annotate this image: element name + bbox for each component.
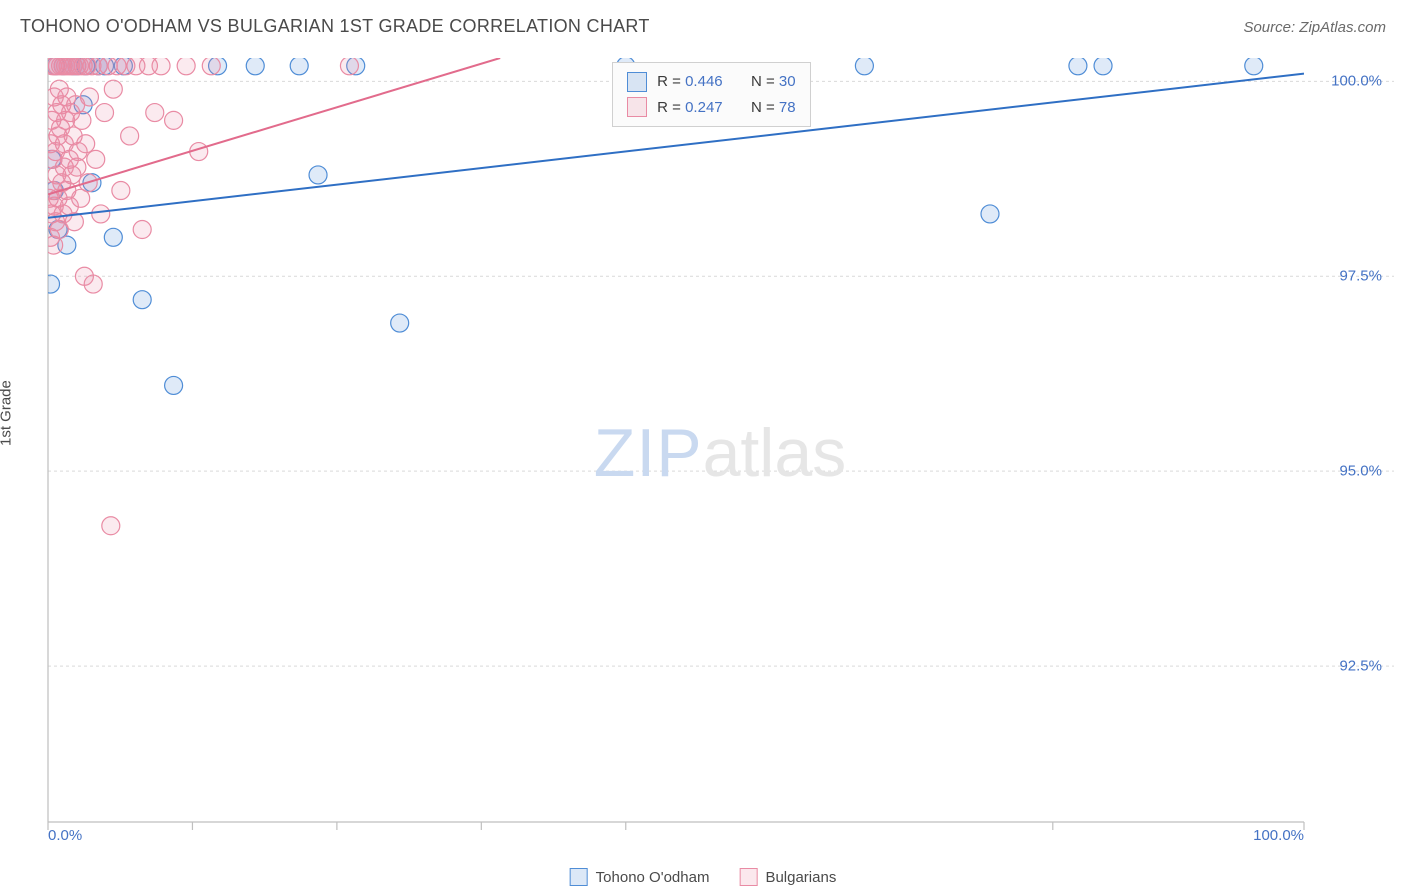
chart-area: ZIPatlas R = 0.446 N = 30 R = 0.247 N = … bbox=[46, 56, 1394, 850]
data-point-tohono bbox=[855, 57, 873, 75]
stats-r-label: R = 0.446 bbox=[657, 69, 722, 95]
legend-item: Bulgarians bbox=[739, 868, 836, 886]
stats-n-label: N = 30 bbox=[751, 69, 796, 95]
stats-r-label: R = 0.247 bbox=[657, 95, 722, 121]
y-tick-label: 95.0% bbox=[1339, 463, 1382, 480]
legend-item: Tohono O'odham bbox=[570, 868, 710, 886]
x-tick-label: 0.0% bbox=[48, 827, 82, 844]
footer-legend: Tohono O'odham Bulgarians bbox=[570, 868, 837, 886]
y-tick-label: 97.5% bbox=[1339, 268, 1382, 285]
data-point-tohono bbox=[46, 275, 60, 293]
scatter-plot bbox=[46, 56, 1394, 850]
data-point-tohono bbox=[309, 166, 327, 184]
y-tick-label: 100.0% bbox=[1331, 73, 1382, 90]
data-point-tohono bbox=[1245, 57, 1263, 75]
data-point-bulgarians bbox=[80, 88, 98, 106]
y-tick-label: 92.5% bbox=[1339, 658, 1382, 675]
data-point-bulgarians bbox=[121, 127, 139, 145]
data-point-tohono bbox=[165, 376, 183, 394]
swatch-icon bbox=[570, 868, 588, 886]
data-point-bulgarians bbox=[152, 57, 170, 75]
data-point-tohono bbox=[1094, 57, 1112, 75]
legend-label: Tohono O'odham bbox=[596, 869, 710, 886]
data-point-tohono bbox=[104, 228, 122, 246]
data-point-tohono bbox=[391, 314, 409, 332]
x-tick-label: 100.0% bbox=[1253, 827, 1304, 844]
data-point-tohono bbox=[1069, 57, 1087, 75]
chart-title: TOHONO O'ODHAM VS BULGARIAN 1ST GRADE CO… bbox=[20, 16, 650, 37]
stats-n-label: N = 78 bbox=[751, 95, 796, 121]
data-point-bulgarians bbox=[340, 57, 358, 75]
stats-row-bulgarians: R = 0.247 N = 78 bbox=[627, 95, 795, 121]
swatch-icon bbox=[627, 72, 647, 92]
stats-legend-box: R = 0.446 N = 30 R = 0.247 N = 78 bbox=[612, 62, 810, 127]
data-point-tohono bbox=[133, 291, 151, 309]
legend-label: Bulgarians bbox=[765, 869, 836, 886]
data-point-bulgarians bbox=[102, 517, 120, 535]
data-point-bulgarians bbox=[177, 57, 195, 75]
data-point-bulgarians bbox=[84, 275, 102, 293]
swatch-icon bbox=[739, 868, 757, 886]
data-point-bulgarians bbox=[104, 80, 122, 98]
data-point-tohono bbox=[290, 57, 308, 75]
y-axis-label: 1st Grade bbox=[0, 380, 15, 446]
data-point-bulgarians bbox=[112, 182, 130, 200]
data-point-tohono bbox=[981, 205, 999, 223]
source-label: Source: ZipAtlas.com bbox=[1243, 19, 1386, 36]
data-point-tohono bbox=[246, 57, 264, 75]
data-point-bulgarians bbox=[73, 111, 91, 129]
data-point-bulgarians bbox=[77, 135, 95, 153]
data-point-bulgarians bbox=[92, 205, 110, 223]
data-point-bulgarians bbox=[165, 111, 183, 129]
stats-row-tohono: R = 0.446 N = 30 bbox=[627, 69, 795, 95]
data-point-bulgarians bbox=[146, 104, 164, 122]
data-point-bulgarians bbox=[96, 104, 114, 122]
data-point-bulgarians bbox=[87, 150, 105, 168]
data-point-bulgarians bbox=[202, 57, 220, 75]
data-point-bulgarians bbox=[133, 221, 151, 239]
swatch-icon bbox=[627, 97, 647, 117]
